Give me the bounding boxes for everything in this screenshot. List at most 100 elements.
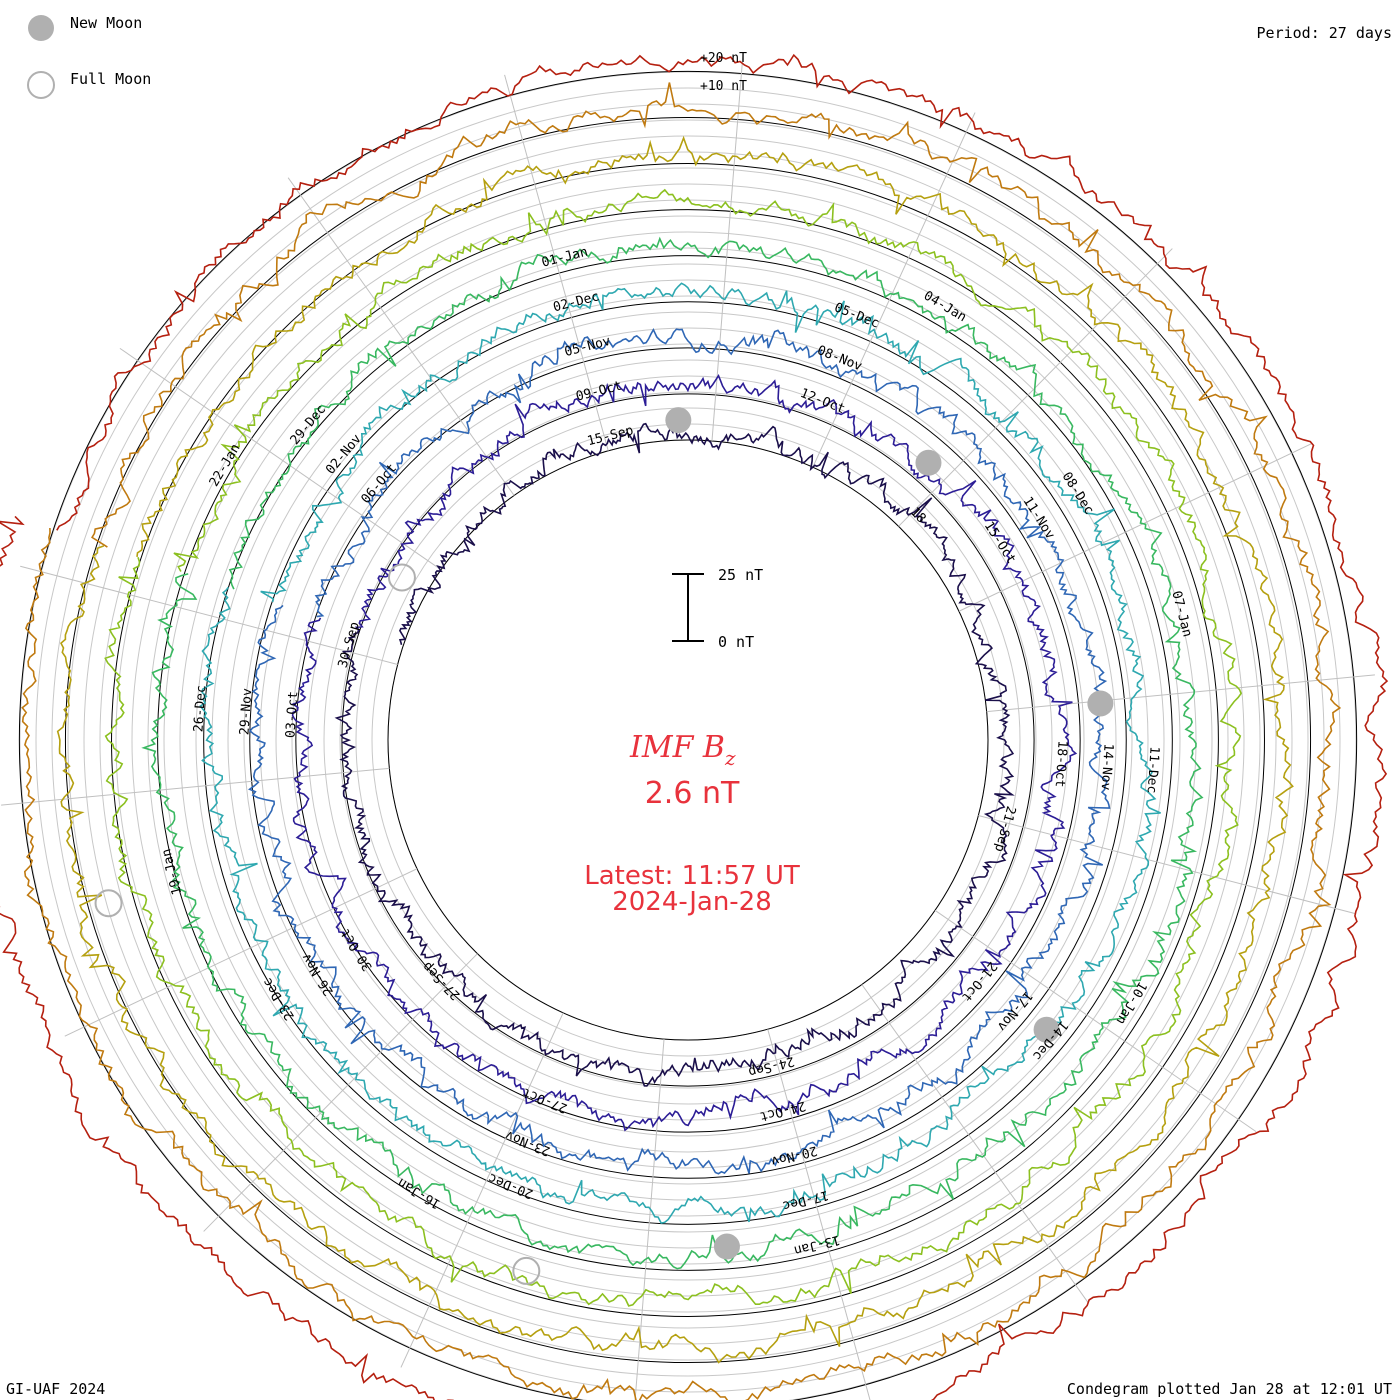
baseline-ring [387,439,989,1041]
grid-spoke [504,74,609,451]
grid-spoke [711,52,744,441]
grid-ring [291,343,1085,1137]
date-label: 16-Jan [395,1174,443,1211]
full-moon-marker [387,563,416,592]
date-label: 20-Nov [769,1142,818,1168]
latest-date: 2024-Jan-28 [612,887,772,917]
date-label: 08-Dec [1059,470,1097,518]
date-label: 19-Jan [159,847,185,896]
grid-spoke [978,815,1356,915]
scale-bar: 25 nT 0 nT [672,566,763,651]
series-trace-4 [141,236,1204,1270]
baseline-ring [295,347,1081,1133]
series-trace-0 [334,422,1015,1087]
grid-spoke [812,112,976,468]
date-label: 27-Oct [520,1084,569,1115]
date-label: 02-Dec [552,289,601,315]
grid-ring [259,311,1117,1169]
grid-ring [115,167,1261,1313]
grid-spoke [400,1012,564,1368]
date-label: 21-Oct [958,958,1000,1004]
date-label: 17-Dec [781,1187,830,1213]
grid-spoke [119,347,442,571]
new-moon-marker [713,1233,740,1260]
grid-spoke [634,1039,665,1400]
series-traces [0,53,1389,1400]
date-label: 17-Nov [994,988,1036,1034]
grid-spoke [767,1029,871,1400]
full-moon-marker [94,889,123,918]
baseline-ring [111,163,1265,1317]
grid-spoke [934,909,1257,1133]
grid-ring [99,151,1277,1329]
full-moon-marker [512,1256,541,1285]
center-readout: IMF Bz 2.6 nT Latest: 11:57 UT 2024-Jan-… [584,730,800,917]
series-trace-5 [104,188,1243,1307]
ring-label-plus20: +20 nT [700,51,747,66]
date-label: 24-Sep [746,1053,795,1079]
grid-ring [355,407,1021,1073]
grid-spoke [1,767,390,806]
date-label: 26-Nov [299,950,337,998]
grid-ring [211,263,1165,1217]
grid-rings [19,71,1357,1400]
moon-markers [94,407,1114,1285]
date-label: 15-Sep [586,423,635,449]
date-label: 18-Oct [1052,740,1070,788]
imf-value: 2.6 nT [645,776,740,811]
grid-ring [131,183,1245,1297]
series-trace-8 [0,53,1389,1400]
date-label: 26-Dec [191,685,209,733]
baseline-ring [157,209,1219,1271]
date-label: 08-Nov [815,343,864,374]
date-label: 21-Sep [991,804,1018,853]
grid-ring [51,103,1325,1377]
date-label: 11-Dec [1144,746,1162,794]
grid-ring [323,375,1053,1105]
grid-ring [67,119,1309,1361]
grid-spoke [861,984,1089,1303]
date-label: 29-Nov [237,688,255,736]
imf-title: IMF Bz [629,730,736,770]
full-moon-label: Full Moon [70,70,152,88]
series-trace-7 [21,82,1342,1400]
date-label: 30-Sep [336,620,363,669]
new-moon-marker [1087,690,1114,717]
date-label: 05-Dec [832,300,881,331]
new-moon-marker [665,407,692,434]
new-moon-marker [1033,1016,1060,1043]
grid-ring [275,327,1101,1153]
full-moon-swatch [27,71,55,99]
grid-ring [147,199,1229,1281]
scale-bar-bottom-label: 0 nT [718,633,754,651]
grid-ring [163,215,1213,1265]
date-label: 03-Oct [283,691,301,739]
grid-ring [83,135,1293,1345]
new-moon-swatch [28,15,54,41]
series-trace-3 [199,282,1161,1225]
date-label: 07-Jan [1168,589,1194,638]
grid-ring [243,295,1133,1185]
baseline-ring [341,393,1035,1087]
series-trace-1 [291,373,1078,1132]
series-trace-2 [247,327,1111,1175]
grid-spoke [20,565,398,665]
grid-ring [179,231,1197,1249]
grid-spoke [986,674,1375,713]
grid-spoke [958,443,1312,612]
baseline-ring [64,116,1312,1364]
new-moon-label: New Moon [70,14,143,32]
grid-ring [35,87,1341,1393]
date-label: 14-Nov [1098,743,1116,791]
grid-ring [195,247,1181,1233]
ring-label-plus10: +10 nT [700,79,747,94]
grid-spoke [287,177,515,496]
series-trace-6 [56,135,1294,1364]
credit-label: GI-UAF 2024 [6,1380,106,1398]
grid-spoke [203,953,478,1232]
new-moon-marker [915,449,942,476]
period-label: Period: 27 days [1256,24,1392,42]
plotted-label: Condegram plotted Jan 28 at 12:01 UT [1066,1380,1392,1398]
date-label: 01-Jan [540,245,589,271]
